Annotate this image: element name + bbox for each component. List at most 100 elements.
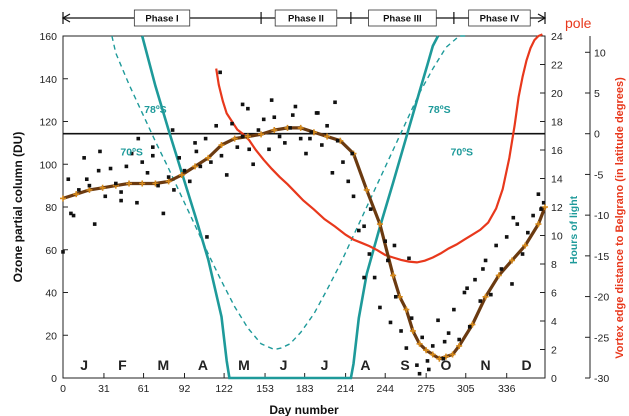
vortex-tick-label: -5 (594, 169, 603, 181)
ozone-smoothed-marker (231, 135, 238, 142)
ozone-daily-point (441, 356, 446, 361)
vortex-tick-label: 10 (594, 47, 606, 59)
hours-tick-label: 14 (551, 174, 563, 186)
ozone-daily-point (129, 151, 134, 156)
latitude-label: 78ºS (428, 104, 451, 116)
ozone-daily-point (515, 222, 520, 226)
bottom-tick-label: 122 (215, 383, 233, 395)
ozone-daily-point (256, 128, 261, 132)
axis-titles: Day number Ozone partial column (DU) Hou… (11, 77, 626, 416)
ozone-daily-point (98, 149, 102, 154)
ozone-daily-points (61, 70, 546, 376)
ozone-smoothed-marker (178, 171, 185, 178)
ozone-daily-point (436, 318, 440, 323)
ozone-daily-point (536, 192, 541, 196)
y-axis-title-left: Ozone partial column (DU) (11, 132, 25, 283)
ozone-smoothed-marker (416, 340, 423, 347)
ozone-daily-point (182, 168, 187, 173)
phase-box (468, 9, 531, 27)
vortex-axis: 10 5 0 -5 -10 -15 -20 -25 -30 (585, 36, 609, 385)
plot-area (62, 35, 546, 379)
month-label: M (238, 357, 250, 373)
left-axis: 0 20 40 60 80 100 120 140 160 (39, 31, 68, 385)
ozone-daily-point (520, 252, 525, 256)
bottom-tick-label: 183 (296, 383, 314, 395)
ozone-daily-point (135, 200, 139, 205)
bottom-tick-label: 92 (179, 383, 191, 395)
ozone-daily-point (526, 230, 530, 235)
ozone-daily-point (251, 162, 255, 167)
ozone-daily-point (170, 128, 175, 132)
ozone-smoothed-marker (403, 306, 410, 313)
ozone-daily-point (66, 177, 71, 182)
bottom-tick-label: 61 (138, 383, 150, 395)
ozone-daily-point (446, 331, 451, 335)
ozone-daily-point (193, 141, 197, 145)
ozone-daily-point (350, 151, 354, 156)
phase-box (133, 9, 191, 27)
pole-label-group: pole (565, 15, 592, 31)
vortex-tick-label: 5 (594, 88, 600, 100)
ozone-daily-point (504, 235, 509, 239)
ozone-smoothed-marker (244, 133, 251, 140)
ozone-daily-point (308, 136, 312, 141)
ozone-smoothed-series (60, 124, 548, 362)
ozone-smoothed-marker (542, 204, 548, 210)
month-label: J (80, 357, 88, 373)
ozone-daily-point (293, 104, 298, 109)
left-tick-label: 100 (39, 159, 57, 171)
month-label: F (118, 357, 127, 373)
latitude-label: 70ºS (120, 147, 143, 159)
left-tick-label: 160 (39, 31, 57, 43)
bottom-tick-label: 305 (457, 383, 475, 395)
ozone-daily-point (288, 126, 292, 130)
ozone-daily-point (84, 177, 89, 182)
ozone-daily-point (368, 207, 373, 211)
left-tick-label: 140 (39, 74, 57, 86)
ozone-daily-point (187, 179, 192, 184)
bottom-tick-label: 214 (337, 383, 355, 395)
ozone-daily-point (378, 305, 382, 310)
phase-box (368, 9, 437, 27)
ozone-daily-point (205, 235, 209, 239)
ozone-daily-point (267, 147, 271, 152)
bottom-axis: 0 31 61 92 122 153 183 214 244 275 305 336 (60, 373, 516, 395)
ozone-smoothed-marker (376, 221, 383, 228)
ozone-daily-point (77, 188, 81, 192)
bottom-tick-label: 0 (60, 383, 66, 395)
ozone-daily-point (172, 188, 176, 192)
light-70s-curve (111, 35, 469, 351)
ozone-daily-point (362, 275, 366, 280)
ozone-smoothed-marker (409, 327, 416, 334)
ozone-daily-point (150, 153, 155, 158)
ozone-daily-point (194, 149, 199, 154)
ozone-daily-point (140, 160, 145, 164)
vortex-tick-label: -30 (594, 373, 609, 385)
ozone-daily-point (467, 324, 472, 329)
ozone-daily-point (272, 115, 277, 120)
hours-tick-label: 18 (551, 117, 563, 129)
ozone-daily-point (333, 100, 337, 105)
ozone-daily-point (388, 320, 393, 325)
latitude-labels: 78ºS 70ºS 78ºS 70ºS (120, 104, 473, 159)
ozone-daily-point (541, 200, 546, 205)
ozone-daily-point (489, 292, 493, 297)
ozone-daily-point (240, 134, 245, 139)
phase-bar: Phase I Phase II Phase III Phase IV (61, 9, 547, 27)
ozone-daily-point (124, 164, 129, 169)
hours-tick-label: 6 (551, 288, 557, 300)
ozone-daily-point (96, 168, 101, 173)
hours-tick-label: 10 (551, 231, 563, 243)
ozone-daily-point (177, 156, 182, 160)
month-label: D (521, 357, 531, 373)
ozone-daily-point (531, 213, 535, 218)
ozone-daily-point (386, 258, 390, 263)
ozone-smoothed-marker (139, 180, 146, 187)
ozone-smoothed-marker (522, 242, 529, 249)
vortex-tick-label: -20 (594, 292, 609, 304)
ozone-smoothed-marker (508, 257, 515, 264)
month-label: N (481, 357, 491, 373)
ozone-daily-point (92, 222, 97, 226)
left-tick-label: 20 (45, 330, 57, 342)
